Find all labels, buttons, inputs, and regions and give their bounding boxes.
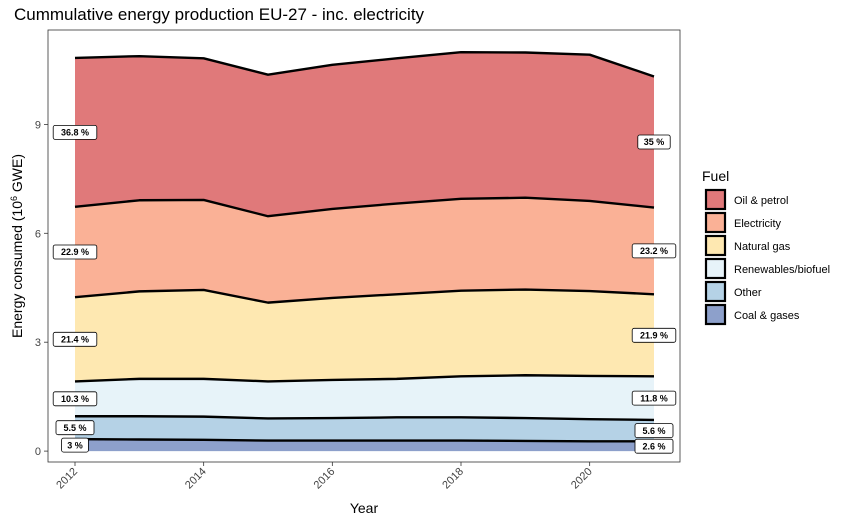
y-tick-label: 6 xyxy=(35,228,41,240)
legend-label: Electricity xyxy=(734,218,782,230)
y-tick-label: 9 xyxy=(35,119,41,131)
line-coal-gases xyxy=(74,437,654,443)
pct-label-start-other: 5.5 % xyxy=(55,420,95,436)
line-other xyxy=(75,415,655,422)
y-axis: 0 3 6 9 xyxy=(35,119,48,458)
legend-swatch xyxy=(704,188,727,211)
legend-label: Oil & petrol xyxy=(734,195,788,207)
pct-label-text: 23.2 % xyxy=(640,246,668,256)
pct-label-text: 35 % xyxy=(644,137,665,147)
pct-label-start-coal-gases: 3 % xyxy=(61,437,89,453)
pct-label-end-natural-gas: 21.9 % xyxy=(631,327,677,343)
legend-item-natural-gas: Natural gas xyxy=(704,234,791,257)
legend-swatch xyxy=(704,280,727,303)
pct-label-text: 36.8 % xyxy=(61,128,89,138)
y-axis-title-end: GWE) xyxy=(9,154,25,196)
legend-item-other: Other xyxy=(704,280,762,303)
pct-label-box xyxy=(52,331,98,347)
pct-label-text: 21.9 % xyxy=(640,331,668,341)
legend-item-coal-gases: Coal & gases xyxy=(704,303,800,326)
pct-label-box xyxy=(61,437,89,453)
legend-swatch xyxy=(704,234,727,257)
x-tick-label: 2018 xyxy=(440,466,466,492)
area-renewables-biofuel xyxy=(75,375,654,420)
pct-label-box xyxy=(637,134,671,150)
legend-swatch xyxy=(704,303,727,326)
chart-title: Cummulative energy production EU-27 - in… xyxy=(14,5,425,24)
pct-label-start-electricity: 22.9 % xyxy=(52,244,98,260)
legend-item-renewables-biofuel: Renewables/biofuel xyxy=(704,257,830,280)
pct-label-box xyxy=(631,243,677,259)
pct-label-box xyxy=(52,391,98,407)
line-oil-petrol xyxy=(74,50,655,78)
pct-label-text: 21.4 % xyxy=(61,335,89,345)
y-axis-title-superscript: 6 xyxy=(9,196,19,201)
x-axis-title: Year xyxy=(350,500,379,516)
pct-label-end-oil-petrol: 35 % xyxy=(637,134,671,150)
pct-label-start-renewables-biofuel: 10.3 % xyxy=(52,391,98,407)
area-natural-gas xyxy=(75,289,654,382)
y-axis-title: Energy consumed (106 GWE) xyxy=(9,154,25,338)
area-oil-petrol xyxy=(75,52,654,217)
pct-label-text: 5.5 % xyxy=(63,423,86,433)
pct-label-box xyxy=(55,420,95,436)
legend-label: Other xyxy=(734,287,762,299)
line-natural-gas xyxy=(74,288,655,304)
pct-label-end-other: 5.6 % xyxy=(634,423,674,439)
pct-label-end-renewables-biofuel: 11.8 % xyxy=(631,390,677,406)
legend: Fuel Oil & petrol Electricity Natural gas R… xyxy=(702,168,830,326)
area-electricity xyxy=(75,197,654,303)
plot-area: 3 % 5.5 % 10.3 % 21.4 % 22.9 % 36.8 % 2.6 % 5.6… xyxy=(52,50,677,454)
line-renewables-biofuel xyxy=(74,374,655,383)
legend-swatch xyxy=(704,257,727,280)
y-tick-label: 0 xyxy=(35,446,41,458)
pct-label-box xyxy=(52,244,98,260)
pct-label-box xyxy=(634,423,674,439)
y-tick-label: 3 xyxy=(35,337,41,349)
legend-item-oil-petrol: Oil & petrol xyxy=(704,188,788,211)
plot-border xyxy=(47,29,681,463)
pct-label-text: 22.9 % xyxy=(61,247,89,257)
legend-label: Coal & gases xyxy=(734,310,800,322)
pct-label-box xyxy=(52,125,98,140)
x-axis: 2012 2014 2016 2018 2020 xyxy=(54,462,595,492)
line-electricity xyxy=(74,196,655,218)
pct-label-text: 3 % xyxy=(67,440,83,450)
legend-title: Fuel xyxy=(702,168,729,184)
x-tick-label: 2014 xyxy=(183,466,209,492)
x-tick-label: 2012 xyxy=(54,466,80,492)
legend-label: Natural gas xyxy=(734,241,791,253)
pct-label-end-coal-gases: 2.6 % xyxy=(634,438,674,454)
legend-label: Renewables/biofuel xyxy=(734,264,830,276)
area-coal-gases xyxy=(75,439,654,452)
x-tick-label: 2016 xyxy=(312,466,338,492)
pct-label-end-electricity: 23.2 % xyxy=(631,243,677,259)
pct-label-box xyxy=(631,390,677,406)
pct-label-box xyxy=(631,327,677,343)
pct-label-text: 5.6 % xyxy=(642,426,665,436)
legend-item-electricity: Electricity xyxy=(704,211,782,234)
pct-label-text: 2.6 % xyxy=(642,441,665,451)
pct-label-text: 11.8 % xyxy=(640,393,668,403)
legend-swatch xyxy=(704,211,727,234)
pct-label-text: 10.3 % xyxy=(61,394,89,404)
pct-label-start-natural-gas: 21.4 % xyxy=(52,331,98,347)
y-axis-title-main: Energy consumed (10 xyxy=(9,201,25,338)
x-tick-label: 2020 xyxy=(569,466,595,492)
area-other xyxy=(75,416,654,442)
pct-label-start-oil-petrol: 36.8 % xyxy=(52,125,98,140)
pct-label-box xyxy=(634,438,674,454)
